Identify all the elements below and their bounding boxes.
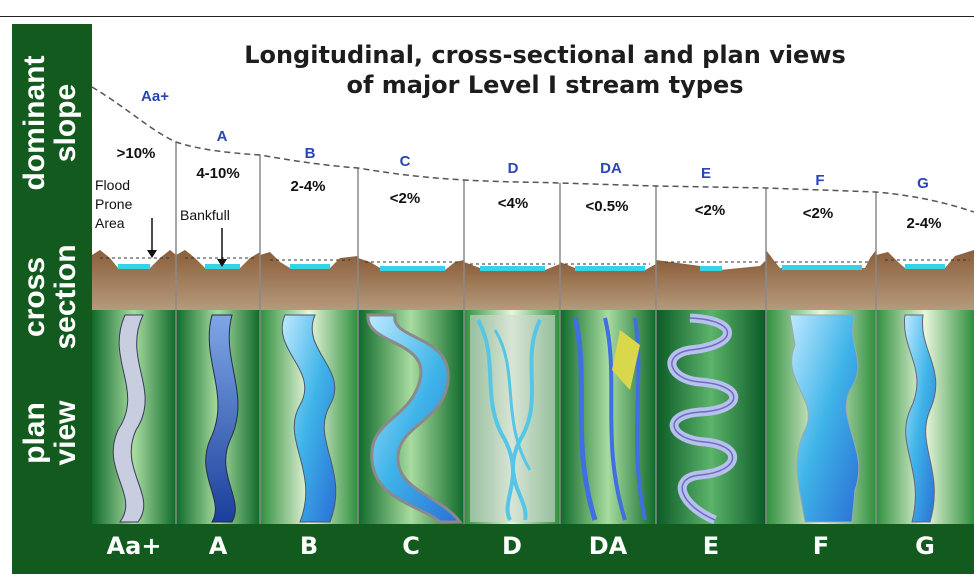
xsec-e [656, 260, 766, 310]
channel-f [789, 314, 860, 523]
flood-prone-arrowhead [147, 250, 157, 258]
type-code-f: F [815, 172, 825, 189]
xsec-f [766, 250, 876, 310]
diagram-title-line2: of major Level I stream types [346, 71, 744, 99]
slope-value-d: <4% [497, 195, 529, 212]
xsec-da [560, 262, 656, 310]
xsec-water-g [905, 264, 945, 269]
type-code-da: DA [600, 160, 622, 177]
slope-value-a: 4-10% [196, 165, 240, 182]
bottom-label-d: D [502, 532, 522, 560]
bottom-label-da: DA [588, 532, 628, 560]
channel-a [205, 314, 239, 523]
bottom-label-a: A [208, 532, 228, 560]
row-label-plan-view: plan view [18, 400, 82, 466]
bottom-label-f: F [812, 532, 830, 560]
type-code-aa-plus: Aa+ [141, 88, 169, 105]
bottom-label-c: C [402, 532, 420, 560]
type-code-b: B [304, 145, 316, 162]
channel-b [281, 314, 337, 523]
type-code-c: C [399, 153, 411, 170]
slope-value-e: <2% [694, 202, 726, 219]
slope-value-b: 2-4% [290, 178, 326, 195]
slope-value-da: <0.5% [585, 198, 629, 215]
channel-da-1 [572, 317, 598, 521]
bottom-label-g: G [915, 532, 935, 560]
channel-d-braid3 [493, 329, 532, 471]
xsec-water-aa-plus [118, 264, 150, 269]
channel-d-braid1 [476, 319, 516, 521]
channel-g [903, 314, 937, 523]
xsec-water-d [480, 266, 545, 271]
row-label-slope: dominant slope [18, 55, 82, 191]
channel-da-island [612, 330, 640, 390]
channel-e-edge [671, 317, 735, 521]
bankfull-label: Bankfull [180, 207, 230, 223]
flood-prone-area-label: Flood Prone Area [95, 177, 133, 231]
xsec-b [260, 252, 358, 310]
channel-d-braid2 [511, 319, 542, 521]
type-code-d: D [507, 160, 519, 177]
diagram-title-line1: Longitudinal, cross-sectional and plan v… [244, 41, 846, 69]
bankfull-arrowhead [217, 259, 227, 267]
slope-value-g: 2-4% [906, 215, 942, 232]
slope-value-c: <2% [389, 190, 421, 207]
type-code-a: A [216, 128, 228, 145]
slope-value-f: <2% [802, 205, 834, 222]
xsec-water-c [380, 266, 445, 271]
xsec-g [876, 250, 974, 310]
xsec-d [464, 262, 560, 310]
bottom-label-e: E [702, 532, 720, 560]
xsec-water-b [290, 264, 330, 269]
bottom-label-b: B [299, 532, 319, 560]
xsec-water-da [575, 266, 645, 271]
bottom-label-bar [12, 524, 974, 574]
xsec-water-f [782, 265, 862, 270]
type-code-g: G [917, 175, 929, 192]
channel-da-2 [603, 317, 627, 521]
channel-aa-plus [112, 314, 146, 523]
row-label-cross-section: cross section [18, 244, 82, 350]
channel-da-3 [633, 317, 647, 521]
slope-value-aa-plus: >10% [116, 145, 156, 162]
xsec-water-e [700, 266, 722, 271]
xsec-aa-plus [92, 250, 176, 310]
left-label-bar [12, 24, 92, 574]
channel-c [366, 313, 463, 524]
bottom-label-aa-plus: Aa+ [106, 532, 162, 560]
dominant-slope-curve [91, 86, 974, 213]
xsec-water-a [205, 264, 240, 269]
type-code-e: E [700, 165, 711, 182]
top-divider [0, 16, 974, 17]
xsec-a [176, 250, 260, 310]
